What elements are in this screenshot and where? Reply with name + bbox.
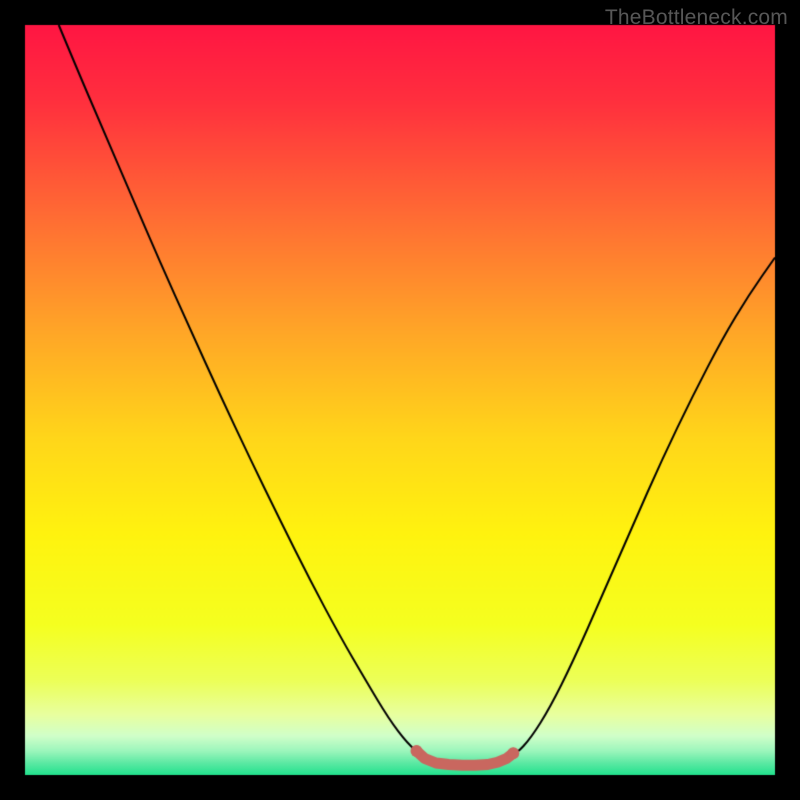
watermark-text: TheBottleneck.com bbox=[605, 6, 788, 30]
bottleneck-chart-canvas bbox=[0, 0, 800, 800]
chart-container: TheBottleneck.com bbox=[0, 0, 800, 800]
